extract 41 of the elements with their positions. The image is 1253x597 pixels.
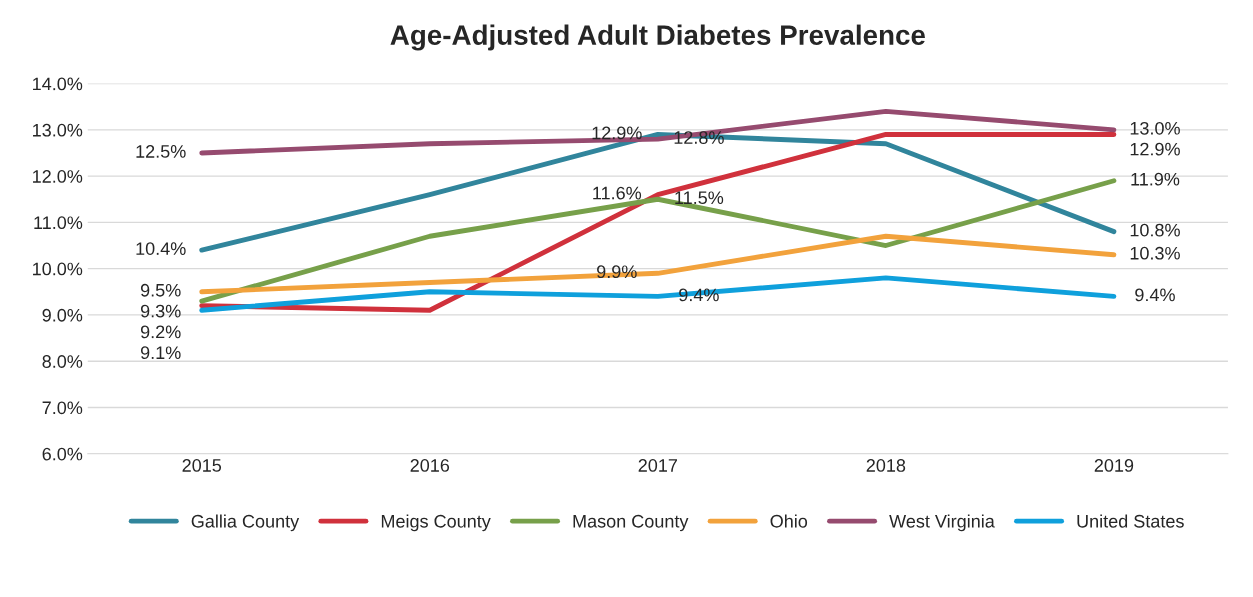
y-tick-label: 14.0% xyxy=(33,77,83,91)
data-label: 9.2% xyxy=(140,325,181,339)
x-tick-label: 2018 xyxy=(866,459,906,472)
y-tick-label: 9.0% xyxy=(42,308,83,322)
legend-label: United States xyxy=(1077,514,1184,528)
data-label: 12.9% xyxy=(1130,142,1180,156)
y-tick-label: 12.0% xyxy=(33,170,83,183)
line-series xyxy=(199,178,1117,304)
data-label: 12.9% xyxy=(592,126,642,140)
y-tick-label: 7.0% xyxy=(42,401,83,415)
chart-title: Age-Adjusted Adult Diabetes Prevalence xyxy=(390,24,925,51)
y-tick-label: 8.0% xyxy=(42,355,83,368)
y-tick-label: 10.0% xyxy=(33,262,83,276)
data-label: 11.5% xyxy=(675,191,724,205)
legend-label: Meigs County xyxy=(381,514,491,532)
data-label: 12.8% xyxy=(674,131,724,144)
x-tick-label: 2017 xyxy=(638,459,677,472)
data-label: 10.4% xyxy=(136,242,186,255)
x-tick-label: 2015 xyxy=(182,459,222,472)
legend-label: Mason County xyxy=(573,514,689,532)
legend-label: Gallia County xyxy=(191,514,300,532)
data-label: 9.3% xyxy=(140,304,181,318)
x-tick-label: 2016 xyxy=(410,459,450,472)
data-label: 10.8% xyxy=(1130,223,1180,237)
y-tick-label: 6.0% xyxy=(42,447,83,461)
x-tick-label: 2019 xyxy=(1094,459,1134,472)
line-series xyxy=(199,108,1117,156)
data-label: 11.9% xyxy=(1131,172,1180,186)
data-label: 11.6% xyxy=(593,186,642,200)
data-label: 9.4% xyxy=(679,288,719,302)
y-tick-label: 11.0% xyxy=(34,216,83,230)
legend-label: West Virginia xyxy=(889,514,995,532)
data-label: 9.1% xyxy=(140,346,181,360)
data-label: 9.5% xyxy=(140,283,181,297)
y-tick-label: 13.0% xyxy=(33,123,83,137)
legend-label: Ohio xyxy=(770,514,808,528)
data-label: 9.4% xyxy=(1135,288,1175,302)
data-label: 13.0% xyxy=(1130,121,1180,135)
data-label: 9.9% xyxy=(597,265,637,279)
data-label: 12.5% xyxy=(136,145,186,158)
data-label: 10.3% xyxy=(1130,246,1180,260)
